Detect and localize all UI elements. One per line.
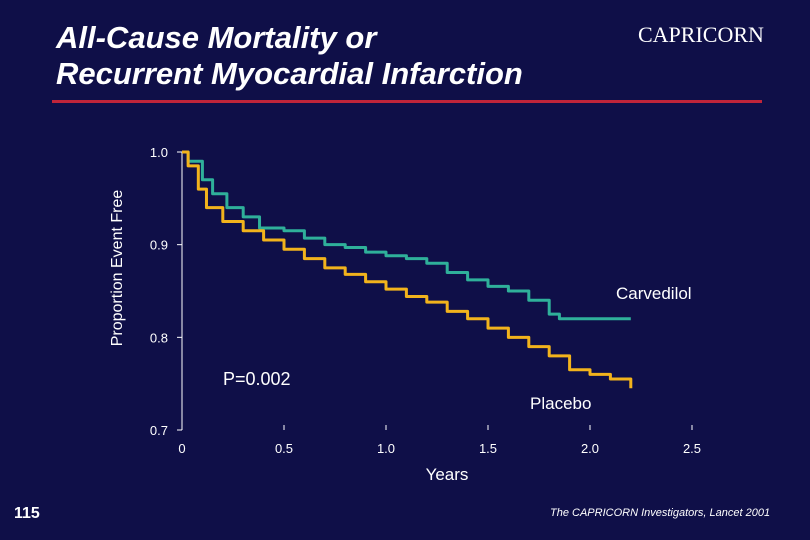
series-line-carvedilol xyxy=(182,150,631,321)
carvedilol-label: Carvedilol xyxy=(616,284,692,303)
slide-number: 115 xyxy=(14,505,40,522)
y-tick-label: 0.9 xyxy=(150,238,168,253)
slide-title: All-Cause Mortality or Recurrent Myocard… xyxy=(56,20,523,92)
chart-axes: 0.7 0.8 0.9 1.0 0 0.5 1.0 1.5 2.0 2.5 xyxy=(150,145,701,456)
citation: The CAPRICORN Investigators, Lancet 2001 xyxy=(550,507,771,519)
x-tick-label: 1.0 xyxy=(377,441,395,456)
x-tick-label: 1.5 xyxy=(479,441,497,456)
y-tick-label: 0.8 xyxy=(150,330,168,345)
slide-title-line1: All-Cause Mortality or xyxy=(56,20,377,55)
trial-name-label: CAPRICORN xyxy=(638,22,764,47)
title-divider xyxy=(52,100,762,103)
x-tick-label: 2.5 xyxy=(683,441,701,456)
x-tick-label: 0 xyxy=(178,441,185,456)
chart-series xyxy=(182,150,633,389)
x-axis-label: Years xyxy=(426,465,469,484)
x-tick-label: 2.0 xyxy=(581,441,599,456)
y-axis-label: Proportion Event Free xyxy=(109,190,126,347)
y-tick-label: 0.7 xyxy=(150,423,168,438)
y-tick-label: 1.0 xyxy=(150,145,168,160)
series-line-placebo xyxy=(182,150,633,389)
x-tick-label: 0.5 xyxy=(275,441,293,456)
chart-labels: Proportion Event Free Years Carvedilol P… xyxy=(109,190,692,484)
slide-title-line2: Recurrent Myocardial Infarction xyxy=(56,56,523,91)
p-value-label: P=0.002 xyxy=(223,369,291,389)
placebo-label: Placebo xyxy=(530,394,591,413)
